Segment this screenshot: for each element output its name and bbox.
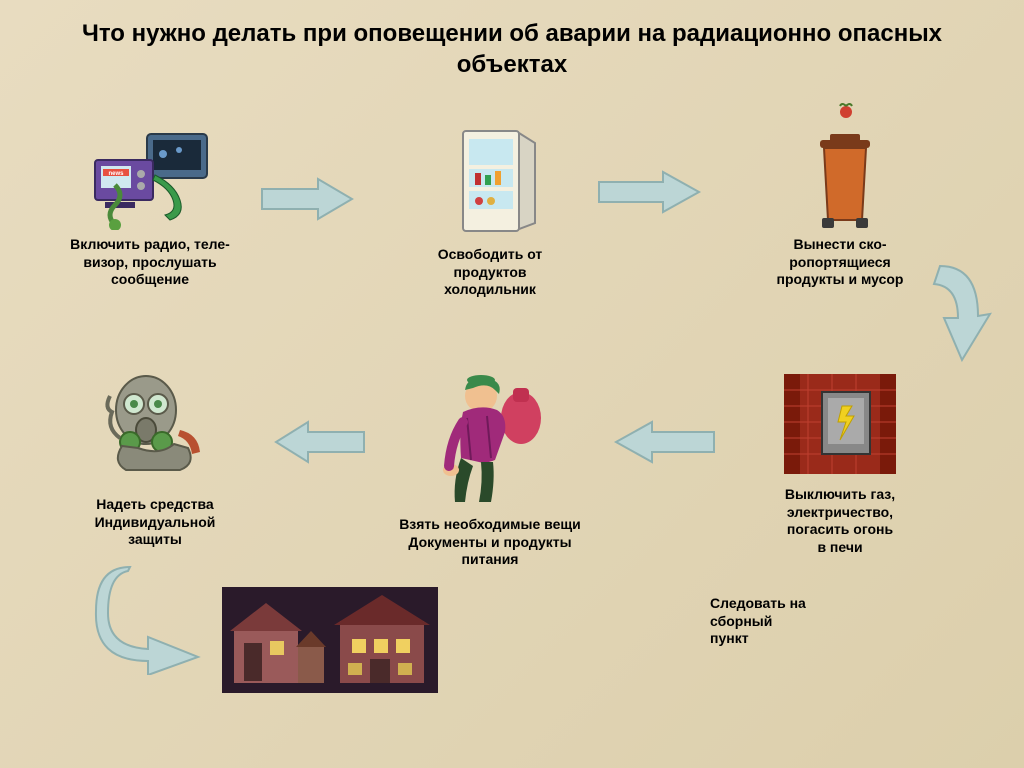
- step-go-to-assembly: Следовать насборныйпункт: [210, 585, 610, 701]
- electrical-panel-icon: [780, 370, 900, 480]
- step-label: Освободить отпродуктовхолодильник: [390, 246, 590, 299]
- arrow-6-7: [90, 565, 220, 675]
- radio-tv-icon: news: [85, 130, 215, 230]
- step-empty-fridge: Освободить отпродуктовхолодильник: [390, 125, 590, 299]
- step-label: Вынести ско-ропортящиесяпродукты и мусор: [740, 236, 940, 289]
- step-label: Надеть средстваИндивидуальнойзащиты: [55, 496, 255, 549]
- step-turn-off-utilities: Выключить газ,электричество,погасить ого…: [740, 370, 940, 556]
- arrow-3-4: [920, 260, 1000, 390]
- fridge-icon: [435, 125, 545, 240]
- step-take-out-trash: Вынести ско-ропортящиесяпродукты и мусор: [740, 100, 940, 289]
- step-take-essentials: Взять необходимые вещиДокументы и продук…: [390, 370, 590, 569]
- trash-bin-icon: [790, 100, 890, 230]
- arrow-4-5: [610, 418, 720, 468]
- svg-text:news: news: [108, 171, 124, 177]
- step-label: Выключить газ,электричество,погасить ого…: [740, 486, 940, 556]
- page-title: Что нужно делать при оповещении об авари…: [0, 0, 1024, 90]
- arrow-1-2: [258, 175, 358, 225]
- arrow-2-3: [595, 168, 705, 218]
- houses-icon: [220, 585, 440, 695]
- step-label: Взять необходимые вещиДокументы и продук…: [390, 516, 590, 569]
- step-wear-ppe: Надеть средстваИндивидуальнойзащиты: [55, 370, 255, 549]
- step-label: Следовать насборныйпункт: [710, 595, 850, 648]
- step-label: Включить радио, теле-визор, прослушатьсо…: [50, 236, 250, 289]
- gas-mask-icon: [90, 370, 220, 490]
- arrow-5-6: [270, 418, 370, 468]
- step-listen-radio: news Включить радио, теле-визор, прослуш…: [50, 130, 250, 289]
- person-backpack-icon: [425, 370, 555, 510]
